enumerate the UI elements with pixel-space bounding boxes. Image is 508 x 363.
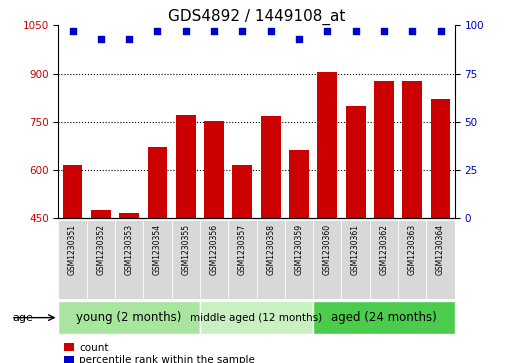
Point — [408, 28, 416, 34]
Bar — [58, 220, 87, 299]
Bar — [148, 147, 167, 218]
Bar — [318, 72, 337, 218]
Point — [125, 36, 133, 42]
Bar — [402, 81, 422, 218]
Bar — [204, 121, 224, 218]
Text: young (2 months): young (2 months) — [77, 311, 182, 324]
Text: age: age — [13, 313, 34, 323]
Bar — [200, 301, 313, 334]
Point — [295, 36, 303, 42]
Bar — [58, 301, 200, 334]
Point — [323, 28, 331, 34]
Text: GSM1230360: GSM1230360 — [323, 224, 332, 275]
Bar — [313, 220, 341, 299]
Bar — [398, 220, 426, 299]
Bar — [87, 220, 115, 299]
Bar — [261, 116, 280, 218]
Bar — [370, 220, 398, 299]
Point — [153, 28, 162, 34]
Text: GSM1230354: GSM1230354 — [153, 224, 162, 275]
Text: GSM1230358: GSM1230358 — [266, 224, 275, 274]
Bar — [91, 210, 111, 218]
Bar — [345, 106, 365, 218]
Title: GDS4892 / 1449108_at: GDS4892 / 1449108_at — [168, 9, 345, 25]
Text: GSM1230351: GSM1230351 — [68, 224, 77, 274]
Legend: count, percentile rank within the sample: count, percentile rank within the sample — [64, 343, 255, 363]
Bar — [228, 220, 257, 299]
Point — [267, 28, 275, 34]
Bar — [426, 220, 455, 299]
Bar — [285, 220, 313, 299]
Text: GSM1230353: GSM1230353 — [124, 224, 134, 275]
Text: GSM1230356: GSM1230356 — [210, 224, 218, 275]
Point — [238, 28, 246, 34]
Bar — [233, 165, 252, 218]
Bar — [313, 301, 455, 334]
Text: middle aged (12 months): middle aged (12 months) — [190, 313, 323, 323]
Point — [182, 28, 190, 34]
Text: GSM1230355: GSM1230355 — [181, 224, 190, 275]
Point — [97, 36, 105, 42]
Bar — [143, 220, 172, 299]
Bar — [341, 220, 370, 299]
Bar — [119, 213, 139, 218]
Bar — [176, 115, 196, 218]
Text: GSM1230359: GSM1230359 — [295, 224, 303, 275]
Bar — [257, 220, 285, 299]
Point — [69, 28, 77, 34]
Text: GSM1230361: GSM1230361 — [351, 224, 360, 274]
Bar — [431, 99, 451, 218]
Text: GSM1230352: GSM1230352 — [97, 224, 105, 274]
Bar — [172, 220, 200, 299]
Bar — [115, 220, 143, 299]
Text: GSM1230357: GSM1230357 — [238, 224, 247, 275]
Point — [436, 28, 444, 34]
Text: GSM1230364: GSM1230364 — [436, 224, 445, 275]
Text: GSM1230363: GSM1230363 — [408, 224, 417, 275]
Point — [210, 28, 218, 34]
Bar — [200, 220, 228, 299]
Text: GSM1230362: GSM1230362 — [379, 224, 389, 274]
Point — [352, 28, 360, 34]
Bar — [289, 150, 309, 218]
Point — [380, 28, 388, 34]
Bar — [62, 165, 82, 218]
Text: aged (24 months): aged (24 months) — [331, 311, 437, 324]
Bar — [374, 81, 394, 218]
